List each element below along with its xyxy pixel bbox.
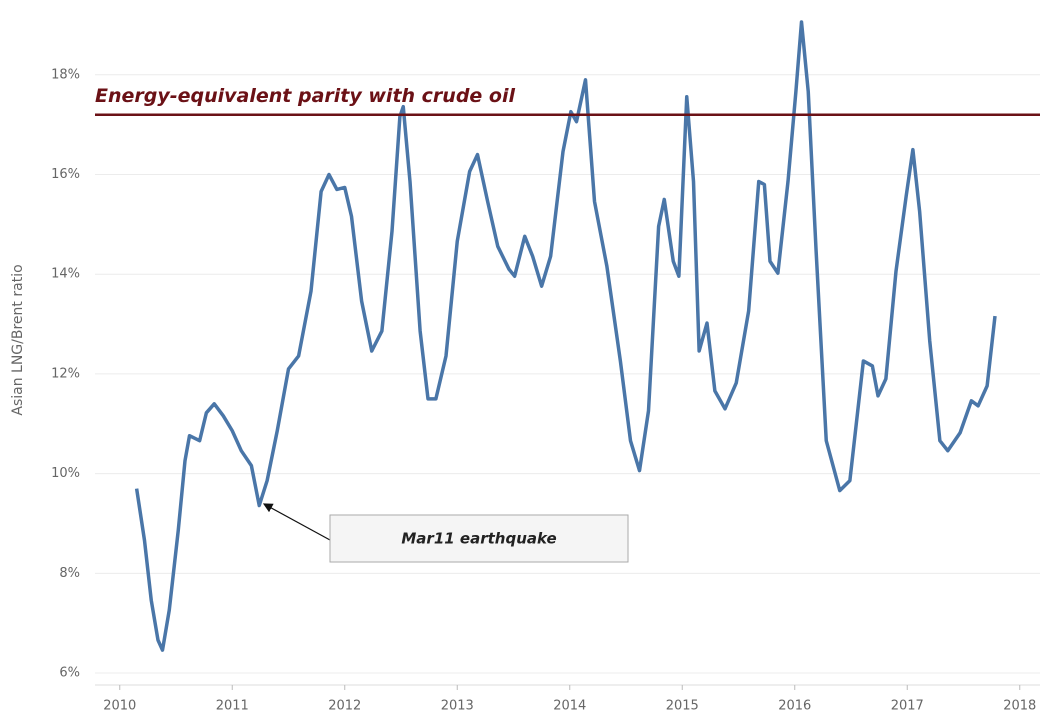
x-tick-label: 2017 xyxy=(891,699,924,714)
annotation-arrow xyxy=(262,503,331,541)
y-tick-label: 8% xyxy=(59,566,80,581)
x-tick-label: 2013 xyxy=(441,699,474,714)
y-tick-label: 6% xyxy=(59,666,80,681)
x-tick-label: 2018 xyxy=(1003,699,1036,714)
y-tick-label: 16% xyxy=(51,167,80,182)
annotation-text: Mar11 earthquake xyxy=(401,530,556,548)
x-tick-label: 2011 xyxy=(216,699,249,714)
data-line xyxy=(134,20,997,652)
x-tick-label: 2015 xyxy=(666,699,699,714)
x-tick-label: 2010 xyxy=(103,699,136,714)
annotation-box xyxy=(329,514,629,563)
y-tick-label: 12% xyxy=(51,366,80,381)
y-tick-label: 14% xyxy=(51,267,80,282)
y-axis-title: Asian LNG/Brent ratio xyxy=(10,264,26,415)
reference-label: Energy-equivalent parity with crude oil xyxy=(95,85,515,107)
x-tick-label: 2016 xyxy=(778,699,811,714)
x-tick-label: 2012 xyxy=(328,699,361,714)
y-tick-label: 10% xyxy=(51,466,80,481)
x-tick-label: 2014 xyxy=(553,699,586,714)
y-tick-label: 18% xyxy=(51,67,80,82)
